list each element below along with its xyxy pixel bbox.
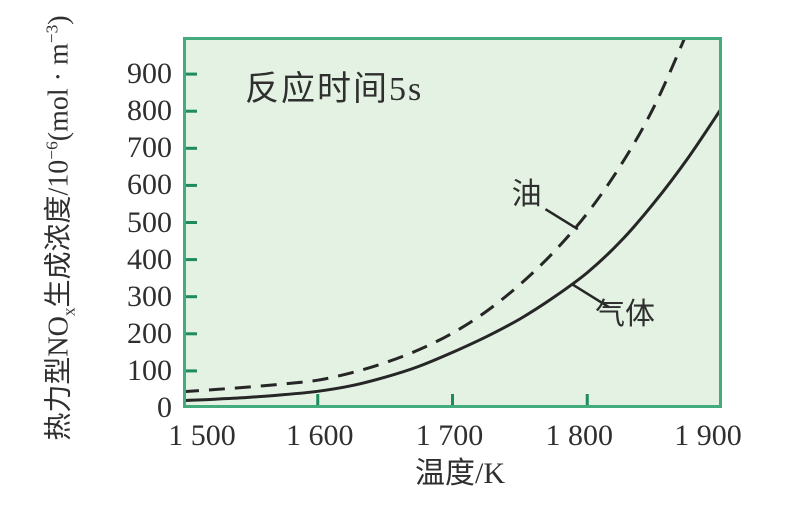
y-tick-label-200: 200 (127, 316, 172, 350)
x-tick-label-1600: 1 600 (286, 419, 354, 452)
series-label-油: 油 (511, 177, 542, 211)
series-curve-气体 (186, 109, 719, 402)
y-axis-label-text: 热力型NO (43, 316, 75, 441)
y-axis-label-text: (mol · m (43, 43, 75, 142)
x-tick-label-1500: 1 500 (168, 419, 236, 452)
y-axis-label-text: 生成浓度/10 (43, 159, 75, 308)
y-axis-label-superscript: −6 (42, 141, 62, 160)
annotation-leader-气体 (571, 283, 610, 309)
y-axis-label-text: ) (43, 15, 75, 25)
plot-background (183, 37, 722, 408)
y-axis-label-superscript: −3 (42, 24, 62, 44)
annotation-leader-油 (544, 208, 579, 231)
y-tick-label-900: 900 (127, 57, 172, 91)
series-label-气体: 气体 (594, 298, 655, 332)
y-axis-label: 热力型NOx生成浓度/10−6(mol · m−3) (37, 15, 80, 440)
x-tick-label-1700: 1 700 (415, 419, 484, 452)
plot-area-svg (183, 37, 722, 408)
y-tick-label-800: 800 (127, 94, 172, 128)
y-tick-label-400: 400 (127, 242, 172, 276)
x-axis-label: 温度/K (415, 457, 505, 490)
chart-title: 反应时间5s (245, 71, 424, 108)
y-tick-label-600: 600 (127, 168, 172, 202)
x-tick-label-1900: 1 900 (674, 419, 742, 452)
x-tick-label-1800: 1 800 (545, 419, 614, 452)
y-tick-label-300: 300 (127, 279, 172, 313)
y-tick-label-500: 500 (127, 205, 172, 239)
y-tick-label-700: 700 (127, 131, 172, 165)
y-tick-label-0: 0 (157, 391, 172, 424)
y-tick-label-100: 100 (127, 353, 172, 387)
y-axis-label-subscript: x (59, 307, 79, 317)
series-curve-油 (186, 40, 686, 393)
